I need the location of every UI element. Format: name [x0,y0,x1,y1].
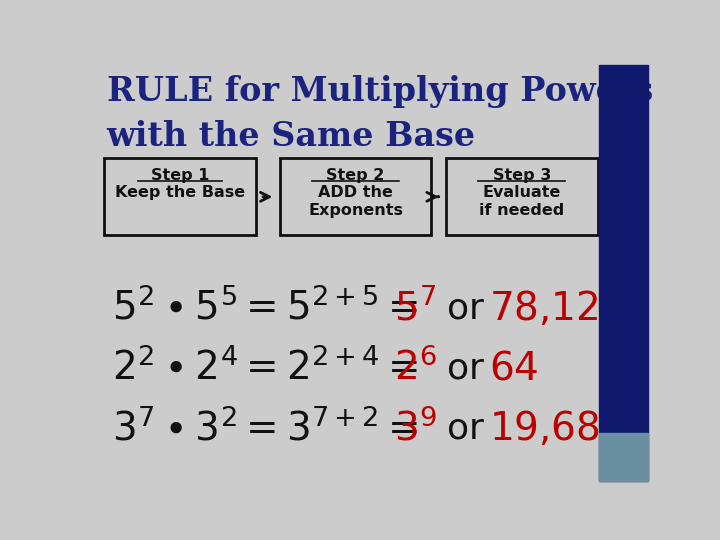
Text: $3^9$: $3^9$ [394,409,437,449]
Text: $\mathrm{or}$: $\mathrm{or}$ [446,291,485,325]
Text: ADD the: ADD the [318,185,393,200]
Text: $2^6$: $2^6$ [394,348,437,388]
Text: Step 1: Step 1 [150,167,209,183]
Text: $\mathrm{or}$: $\mathrm{or}$ [446,411,485,446]
Text: with the Same Base: with the Same Base [107,120,476,153]
Text: $\mathrm{or}$: $\mathrm{or}$ [446,352,485,386]
Bar [599,65,648,481]
FancyBboxPatch shape [280,158,431,235]
Text: $2^2 \bullet 2^4 = 2^{2+4} = $: $2^2 \bullet 2^4 = 2^{2+4} = $ [112,348,419,388]
Text: $5^7$: $5^7$ [394,288,436,328]
Text: Step 2: Step 2 [326,167,384,183]
Bar [599,433,648,481]
Text: if needed: if needed [480,203,564,218]
Text: Evaluate: Evaluate [482,185,561,200]
FancyBboxPatch shape [446,158,598,235]
Text: RULE for Multiplying Powers: RULE for Multiplying Powers [107,75,653,108]
Text: $19{,}683$: $19{,}683$ [489,409,624,448]
Text: $78{,}125$: $78{,}125$ [489,288,624,328]
Text: Keep the Base: Keep the Base [114,185,245,200]
Text: $5^2 \bullet 5^5 = 5^{2+5} = $: $5^2 \bullet 5^5 = 5^{2+5} = $ [112,288,419,328]
Text: Step 3: Step 3 [492,167,551,183]
Text: $3^7 \bullet 3^2 = 3^{7+2} = $: $3^7 \bullet 3^2 = 3^{7+2} = $ [112,409,419,449]
FancyBboxPatch shape [104,158,256,235]
Text: $64$: $64$ [489,349,539,387]
Text: Exponents: Exponents [308,203,403,218]
